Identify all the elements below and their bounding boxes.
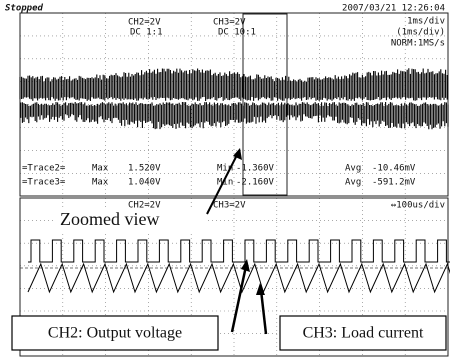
measurement: Avg xyxy=(345,178,361,188)
timestamp: 2007/03/21 12:26:04 xyxy=(342,4,445,14)
lower-ch3-scale: CH3=2V xyxy=(213,201,246,211)
zoom-annotation: Zoomed view xyxy=(60,209,159,229)
ch2-scale: CH2=2V xyxy=(128,18,161,28)
ch2-coupling: DC 1:1 xyxy=(130,28,163,38)
measurement: -1.360V xyxy=(236,164,275,174)
measurement: -2.160V xyxy=(236,178,275,188)
ch2-annotation: CH2: Output voltage xyxy=(48,325,182,342)
measurement: 1.520V xyxy=(128,164,161,174)
measurement: =Trace2= xyxy=(22,164,66,174)
measurement: =Trace3= xyxy=(22,178,66,188)
measurement: Avg xyxy=(345,164,361,174)
measurement: Max xyxy=(92,178,109,188)
timebase: 1ms/div xyxy=(407,17,445,27)
measurement: 1.040V xyxy=(128,178,161,188)
timebase-zoom: (1ms/div) xyxy=(396,28,445,38)
ch3-coupling: DC 10:1 xyxy=(218,28,256,38)
oscilloscope-screenshot: Stopped 2007/03/21 12:26:04 CH2=2V DC 1:… xyxy=(0,0,450,357)
lower-timebase: ↔100us/div xyxy=(391,201,445,211)
ch3-scale: CH3=2V xyxy=(213,18,246,28)
measurement: Max xyxy=(92,164,109,174)
status: Stopped xyxy=(5,4,44,14)
sample-rate: NORM:1MS/s xyxy=(391,39,445,49)
measurement: -591.2mV xyxy=(372,178,416,188)
measurement: -10.46mV xyxy=(372,164,416,174)
ch3-annotation: CH3: Load current xyxy=(303,325,424,342)
